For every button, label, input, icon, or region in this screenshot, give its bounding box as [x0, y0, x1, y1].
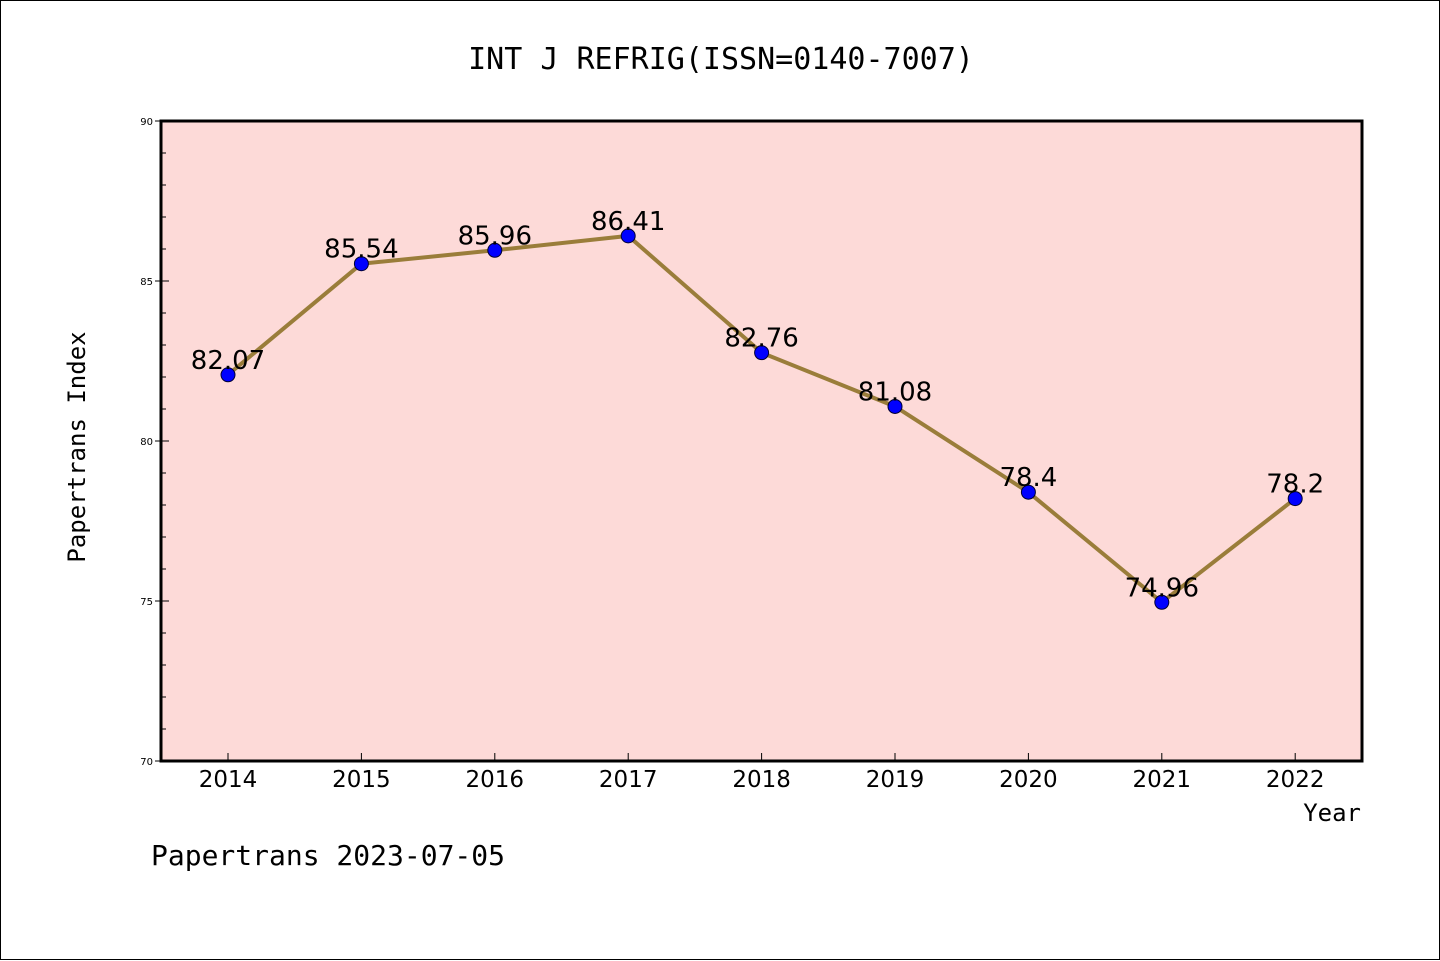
data-point-marker [1287, 491, 1303, 507]
x-tick-label: 2019 [866, 767, 925, 793]
plot-border [159, 119, 1364, 763]
x-tick-label: 2014 [199, 767, 258, 793]
data-point-label: 85.96 [458, 221, 532, 251]
x-tick-label: 2016 [466, 767, 525, 793]
y-tick-label: 85 [140, 277, 153, 288]
x-tick-label: 2017 [599, 767, 658, 793]
data-point-label: 85.54 [324, 235, 398, 265]
plot-area [161, 121, 1362, 761]
x-tick-label: 2015 [332, 767, 391, 793]
footer-date-stamp: Papertrans 2023-07-05 [151, 839, 505, 872]
x-tick-label: 2022 [1266, 767, 1325, 793]
data-point-marker [220, 367, 236, 383]
data-point-label: 78.2 [1266, 470, 1324, 500]
series-markers [220, 228, 1303, 610]
data-point-label: 74.96 [1125, 573, 1199, 603]
chart-title: INT J REFRIG(ISSN=0140-7007) [468, 42, 974, 77]
y-tick-label: 75 [140, 597, 153, 608]
data-point-marker [1020, 484, 1036, 500]
axis-ticks: 70 75 80 85 90 2014 2015 2016 2017 2018 2019 2020 20… [140, 117, 1324, 793]
x-axis-label: Year [1303, 799, 1361, 827]
data-point-marker [487, 242, 503, 258]
y-tick-label: 80 [140, 437, 153, 448]
data-point-marker [754, 345, 770, 361]
y-axis-label: Papertrans Index [63, 331, 91, 562]
data-point-label: 86.41 [591, 207, 665, 237]
data-point-label: 81.08 [858, 377, 932, 407]
data-point-marker [353, 256, 369, 272]
x-tick-label: 2020 [999, 767, 1058, 793]
x-tick-label: 2018 [732, 767, 791, 793]
data-labels: 82.07 85.54 85.96 86.41 82.76 81.08 78.4 74.96 7… [191, 207, 1324, 603]
data-point-marker [620, 228, 636, 244]
data-point-marker [1154, 594, 1170, 610]
x-tick-label: 2021 [1133, 767, 1192, 793]
y-tick-label: 90 [140, 117, 153, 128]
data-point-label: 82.76 [724, 324, 798, 354]
data-point-marker [887, 398, 903, 414]
data-point-label: 78.4 [999, 463, 1057, 493]
y-tick-label: 70 [140, 757, 153, 768]
data-point-label: 82.07 [191, 346, 265, 376]
